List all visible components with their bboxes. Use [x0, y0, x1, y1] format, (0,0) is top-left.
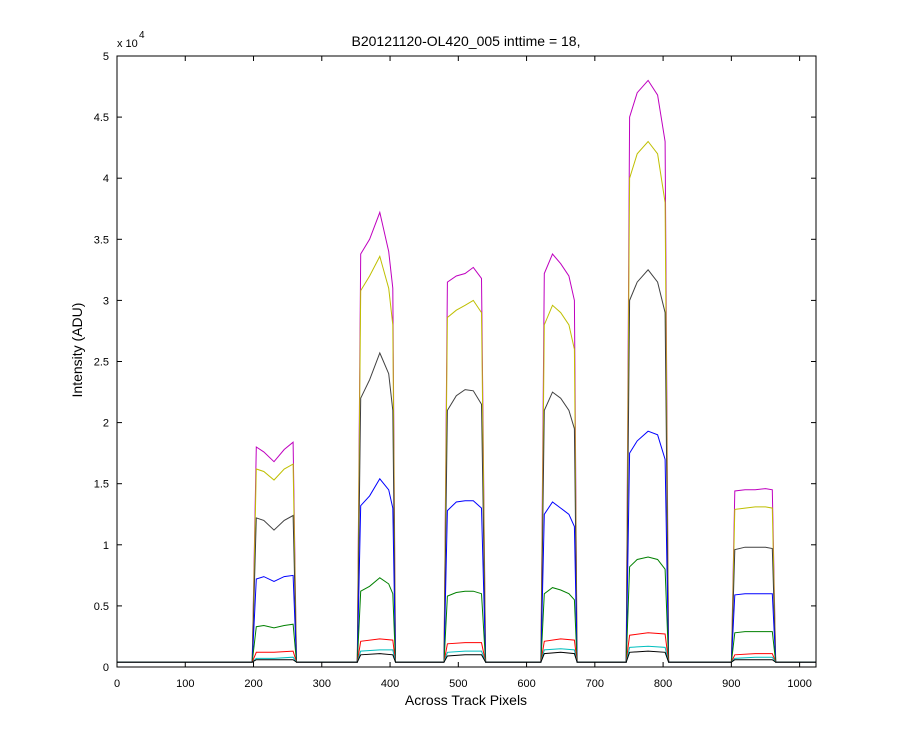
y-tick-label: 0: [103, 662, 109, 674]
x-tick-label: 700: [586, 678, 604, 690]
x-tick-label: 100: [176, 678, 194, 690]
y-tick-label: 3: [103, 295, 109, 307]
y-tick-label: 3.5: [94, 234, 109, 246]
y-tick-label: 2.5: [94, 357, 109, 369]
x-tick-label: 400: [381, 678, 399, 690]
x-tick-label: 300: [313, 678, 331, 690]
y-tick-label: 4.5: [94, 112, 109, 124]
x-tick-label: 500: [449, 678, 467, 690]
y-tick-label: 5: [103, 51, 109, 63]
y-axis-ticks: 0 0.5 1 1.5 2 2.5 3 3.5 4 4.5 5: [94, 51, 816, 674]
series-line-8: [117, 650, 816, 663]
x-tick-label: 1000: [787, 678, 811, 690]
x-axis-ticks: 0 100 200 300 400 500 600 700 800 900 1000: [114, 56, 812, 690]
x-tick-label: 0: [114, 678, 120, 690]
y-axis-title: Intensity (ADU): [69, 303, 85, 398]
plot-area: [117, 56, 816, 667]
y-tick-label: 0.5: [94, 601, 109, 613]
y-tick-label: 1: [103, 540, 109, 552]
y-exponent-prefix: x 10: [117, 38, 138, 50]
y-exponent-power: 4: [139, 30, 145, 41]
series-layer: [117, 79, 816, 663]
y-tick-label: 4: [103, 173, 109, 185]
x-tick-label: 900: [722, 678, 740, 690]
y-tick-label: 2: [103, 418, 109, 430]
x-axis-title: Across Track Pixels: [405, 692, 527, 708]
x-tick-label: 600: [517, 678, 535, 690]
x-tick-label: 800: [654, 678, 672, 690]
chart-title: B20121120-OL420_005 inttime = 18,: [352, 33, 581, 49]
y-tick-label: 1.5: [94, 479, 109, 491]
x-tick-label: 200: [244, 678, 262, 690]
